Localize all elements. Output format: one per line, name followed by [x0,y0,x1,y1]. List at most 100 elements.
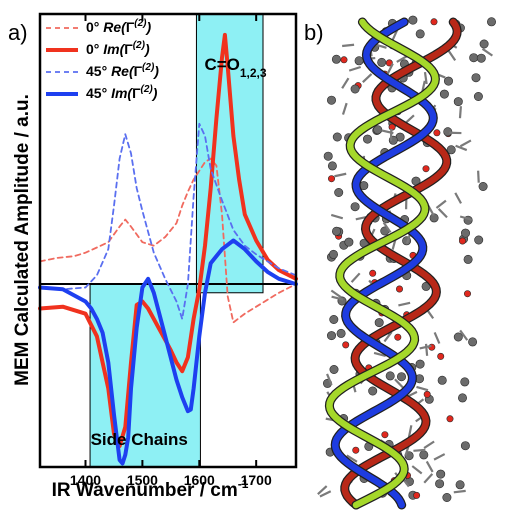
atom-130 [458,237,466,245]
shaded-regions [89,13,264,468]
bond-36 [342,43,355,48]
legend-entry-1-angle: 0° [86,41,103,57]
legend: 0° Re(Γ(2))0° Im(Γ(2))45° Re(Γ(2))45° Im… [46,18,159,101]
bond-86 [447,49,457,62]
atom-5 [433,129,441,137]
bond-38 [382,221,392,234]
atom-108 [408,15,418,25]
x-axis-title-sup: -1 [238,477,249,491]
atom-35 [439,89,449,99]
bond-31 [383,331,393,343]
atom-149 [362,134,372,144]
legend-entry-0-angle: 0° [86,19,103,35]
bond-43 [348,65,361,72]
bond-24 [331,295,344,301]
atom-48 [415,359,425,369]
atom-141 [373,125,383,135]
atom-81 [415,29,425,39]
x-ticks: 1400 1500 1600 1700 [70,14,272,488]
atom-63 [460,228,470,238]
bond-0 [459,329,469,341]
bond-85 [453,489,466,494]
region-label-carbonyl: C=O1,2,3 [204,55,266,80]
atom-102 [478,182,488,192]
legend-entry-2-sup: (2) [142,62,155,73]
atom-54 [471,73,481,83]
plot-frame [38,12,298,469]
bond-63 [326,373,333,386]
bond-51 [350,272,361,283]
panel-b-label: b) [304,20,324,45]
atom-114 [463,290,471,298]
atom-38 [331,54,341,64]
atom-111 [468,337,478,347]
series-line-2 [39,122,297,320]
atom-142 [419,450,429,460]
legend-entry-2-post: ) [152,63,159,79]
atom-123 [350,84,360,94]
atom-98 [460,377,470,387]
legend-entry-0: 0° Re(Γ(2)) [86,18,152,35]
bond-48 [458,106,462,119]
atom-101 [332,132,342,142]
panel-a-label: a) [8,20,28,45]
legend-entry-1-main: Γ [124,41,133,57]
atom-109 [430,18,438,26]
bond-81 [411,465,423,475]
plot-area: 1400 1500 1600 1700 Side Chains C=O1,2,3 0° … [38,12,298,488]
atom-50 [340,56,348,64]
atom-66 [342,341,350,349]
bond-29 [416,385,429,392]
bond-64 [481,47,493,57]
bond-41 [425,460,434,473]
atom-24 [446,145,456,155]
legend-entry-1-sup: (2) [133,40,146,51]
atom-74 [354,56,364,66]
atom-77 [385,371,395,381]
legend-entry-0-sup: (2) [134,18,147,29]
x-tick-label-1: 1500 [127,472,158,488]
atom-113 [442,492,452,502]
region-label-carbonyl-main: C=O [204,55,239,74]
bond-27 [423,71,428,85]
bond-59 [374,43,387,49]
atom-7 [479,39,489,49]
atom-139 [437,352,445,360]
atom-34 [352,446,360,454]
bond-39 [317,485,328,495]
bond-65 [459,139,472,148]
atom-89 [473,92,483,102]
atom-41 [328,249,338,259]
atom-122 [385,59,393,67]
legend-entry-1-post: ) [143,41,150,57]
bond-30 [407,425,413,438]
atom-99 [381,431,389,439]
atom-84 [460,441,470,451]
x-tick-label-3: 1700 [241,472,272,488]
bond-6 [455,144,468,152]
atom-133 [329,364,339,374]
legend-entry-0-post: ) [145,19,152,35]
legend-entry-2-angle: 45° [86,63,111,79]
bond-58 [346,454,358,463]
bond-54 [341,77,350,89]
region-label-carbonyl-sub: 1,2,3 [240,66,267,80]
bond-77 [330,213,344,220]
atom-76 [327,175,335,183]
legend-entry-3: 45° Im(Γ(2)) [86,84,158,101]
legend-entry-3-angle: 45° [86,85,111,101]
legend-entry-2-main: Γ [134,63,143,79]
legend-entry-2-pre: Re( [111,63,135,79]
bond-15 [423,440,435,449]
bond-84 [330,289,342,299]
bond-11 [459,215,473,221]
bond-37 [433,453,446,461]
ribbon-2 [326,18,439,509]
legend-entry-3-post: ) [151,85,158,101]
atom-39 [446,415,454,423]
atom-65 [413,491,421,499]
legend-entry-3-sup: (2) [140,84,153,95]
atom-58 [457,393,467,403]
atom-80 [443,76,453,86]
